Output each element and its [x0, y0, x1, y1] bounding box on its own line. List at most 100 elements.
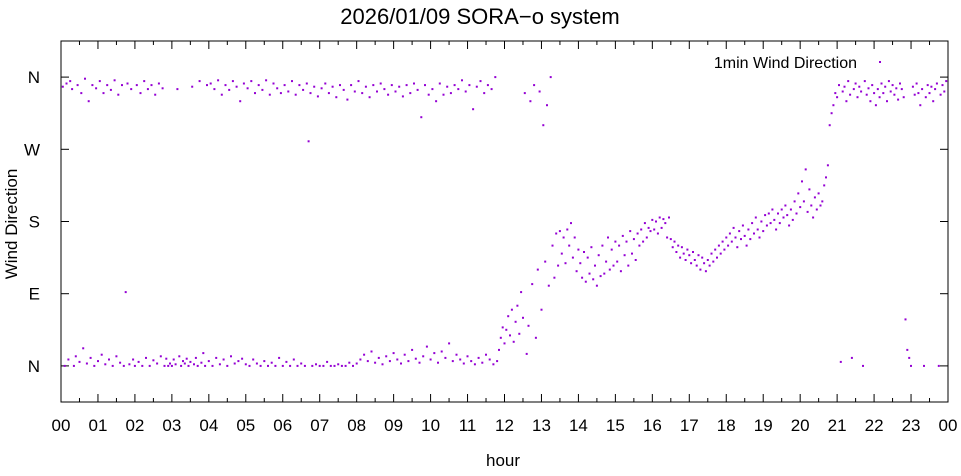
data-point — [420, 116, 423, 119]
data-point — [233, 362, 236, 365]
data-point — [82, 347, 85, 350]
data-point — [230, 355, 232, 358]
data-point — [442, 93, 445, 96]
x-tick-label: 23 — [902, 416, 921, 435]
data-point — [437, 361, 439, 364]
y-axis-ticks: N E S W N — [24, 68, 948, 376]
data-point — [405, 84, 408, 87]
data-point — [645, 236, 648, 239]
x-tick-label: 00 — [52, 416, 71, 435]
data-point — [706, 259, 709, 261]
data-point — [95, 87, 98, 90]
data-point — [725, 236, 728, 239]
data-point — [193, 363, 195, 366]
data-point — [943, 90, 946, 93]
data-point — [895, 87, 898, 90]
data-point — [549, 76, 552, 79]
data-point — [795, 212, 798, 215]
data-point — [573, 236, 576, 239]
data-point — [808, 188, 811, 191]
data-point — [222, 358, 225, 361]
data-point — [204, 364, 207, 367]
y-tick-label: E — [29, 285, 40, 304]
data-point — [773, 218, 776, 221]
data-point — [684, 259, 687, 261]
data-point — [817, 192, 820, 195]
data-point — [150, 84, 153, 87]
x-tick-label: 20 — [791, 416, 810, 435]
data-point — [226, 364, 229, 367]
data-point — [819, 204, 822, 207]
data-point — [845, 100, 848, 103]
data-point — [594, 264, 596, 267]
data-point — [148, 364, 151, 367]
data-point — [91, 84, 94, 87]
data-point — [841, 90, 844, 93]
data-point — [242, 82, 245, 85]
data-point — [793, 200, 796, 203]
data-point — [850, 356, 853, 359]
data-point — [183, 362, 186, 365]
data-point — [302, 88, 305, 91]
data-point — [324, 82, 327, 85]
data-point — [751, 222, 754, 225]
data-point — [488, 358, 491, 361]
data-point — [619, 270, 622, 273]
data-point — [595, 284, 598, 287]
data-point — [697, 254, 700, 257]
data-point — [607, 236, 609, 239]
data-point — [315, 363, 317, 366]
data-point — [839, 360, 842, 363]
data-point — [525, 352, 528, 355]
data-point — [385, 355, 388, 358]
data-point — [882, 92, 885, 95]
data-point — [169, 362, 171, 365]
data-point — [547, 284, 550, 287]
data-point — [740, 238, 742, 241]
data-point — [514, 320, 517, 323]
data-point — [623, 254, 626, 257]
data-point — [913, 93, 916, 96]
x-tick-label: 01 — [88, 416, 107, 435]
data-point — [346, 98, 349, 101]
data-point — [200, 361, 203, 364]
data-point — [67, 358, 70, 361]
data-point — [764, 214, 767, 217]
data-point — [655, 220, 657, 223]
data-point — [937, 364, 940, 367]
data-point — [815, 208, 818, 211]
data-point — [562, 236, 565, 239]
data-point — [191, 85, 194, 88]
data-point — [287, 90, 290, 93]
data-point — [799, 206, 802, 209]
data-point — [926, 84, 929, 87]
data-point — [172, 358, 175, 361]
data-point — [893, 93, 896, 96]
data-point — [121, 84, 123, 87]
data-point — [425, 345, 428, 348]
data-point — [738, 230, 741, 233]
data-point — [93, 364, 96, 367]
data-point — [250, 80, 253, 83]
data-point — [745, 244, 748, 247]
data-point — [418, 361, 421, 364]
data-point — [536, 268, 539, 271]
data-point — [930, 85, 933, 88]
data-point — [113, 79, 116, 82]
data-point — [152, 359, 155, 362]
data-point — [368, 96, 371, 99]
data-point — [128, 363, 131, 366]
data-point — [490, 88, 493, 91]
data-point — [337, 363, 340, 366]
data-point — [610, 248, 613, 251]
data-point — [843, 85, 846, 88]
data-point — [653, 228, 656, 231]
data-point — [87, 100, 90, 103]
data-point — [261, 88, 264, 91]
data-point — [494, 76, 497, 79]
data-point — [801, 180, 803, 183]
data-point — [821, 200, 824, 203]
data-point — [235, 85, 238, 88]
data-point — [411, 348, 414, 351]
data-point — [462, 362, 465, 365]
